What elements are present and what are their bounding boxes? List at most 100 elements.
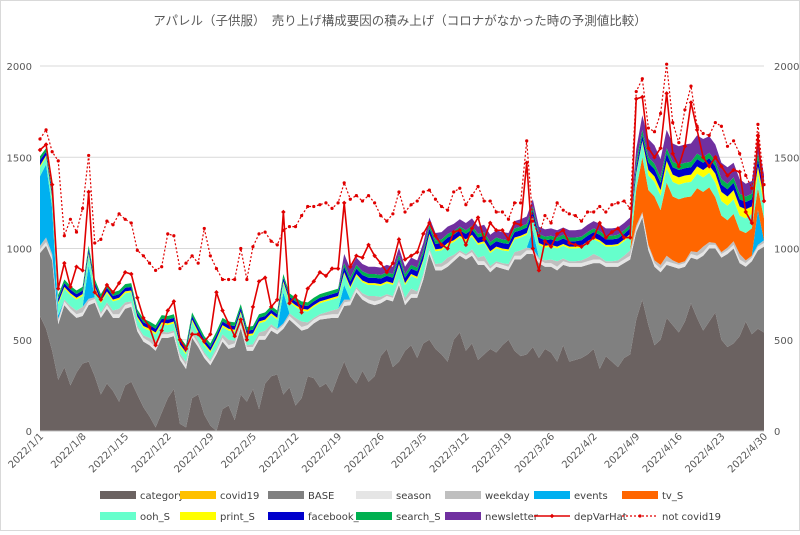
line-depVarHat bbox=[39, 93, 765, 351]
marker-not-covid19-92 bbox=[598, 204, 602, 209]
y-tick-right-1000: 1000 bbox=[774, 245, 799, 256]
marker-not-covid19-82 bbox=[537, 234, 541, 238]
marker-not-covid19-53 bbox=[360, 199, 365, 203]
marker-depVarHat-48 bbox=[329, 266, 335, 271]
legend-swatch-facebook_S bbox=[268, 512, 304, 520]
legend-label-BASE: BASE bbox=[308, 491, 334, 502]
marker-not-covid19-103 bbox=[665, 62, 669, 66]
marker-not-covid19-69 bbox=[458, 186, 462, 190]
legend-label-weekday: weekday bbox=[485, 491, 530, 502]
legend-label-ooh_S: ooh_S bbox=[140, 512, 170, 523]
marker-not-covid19-0 bbox=[38, 137, 42, 141]
marker-depVarHat-33 bbox=[238, 317, 244, 322]
y-tick-left-500: 500 bbox=[13, 336, 32, 347]
marker-not-covid19-48 bbox=[330, 206, 334, 210]
marker-not-covid19-102 bbox=[658, 111, 663, 116]
marker-not-covid19-12 bbox=[111, 223, 115, 227]
legend-swatch-tv_S bbox=[622, 491, 658, 499]
marker-not-covid19-59 bbox=[397, 190, 401, 194]
marker-not-covid19-72 bbox=[476, 184, 480, 189]
marker-depVarHat-51 bbox=[348, 264, 353, 270]
marker-not-covid19-37 bbox=[263, 230, 267, 234]
marker-not-covid19-68 bbox=[452, 190, 456, 194]
marker-depVarHat-12 bbox=[110, 290, 116, 295]
marker-not-covid19-11 bbox=[105, 219, 109, 223]
marker-depVarHat-43 bbox=[299, 310, 304, 315]
marker-not-covid19-63 bbox=[421, 190, 425, 194]
marker-depVarHat-46 bbox=[317, 269, 323, 275]
marker-depVarHat-56 bbox=[378, 260, 383, 266]
marker-depVarHat-69 bbox=[457, 227, 463, 233]
marker-not-covid19-29 bbox=[214, 266, 219, 271]
marker-depVarHat-39 bbox=[275, 297, 280, 302]
marker-not-covid19-14 bbox=[123, 217, 127, 221]
marker-not-covid19-1 bbox=[44, 128, 48, 132]
marker-not-covid19-15 bbox=[129, 221, 133, 225]
marker-depVarHat-64 bbox=[427, 220, 432, 226]
area-weekday bbox=[40, 212, 764, 366]
marker-depVarHat-13 bbox=[116, 280, 122, 286]
marker-depVarHat-66 bbox=[439, 242, 444, 248]
marker-not-covid19-58 bbox=[391, 212, 395, 216]
marker-not-covid19-90 bbox=[585, 210, 590, 214]
marker-not-covid19-3 bbox=[56, 159, 60, 163]
marker-not-covid19-83 bbox=[543, 214, 547, 218]
marker-not-covid19-65 bbox=[433, 197, 438, 201]
marker-depVarHat-74 bbox=[487, 220, 493, 226]
marker-not-covid19-54 bbox=[366, 193, 371, 198]
marker-not-covid19-33 bbox=[239, 246, 243, 251]
marker-not-covid19-6 bbox=[74, 230, 79, 234]
marker-not-covid19-88 bbox=[573, 214, 577, 218]
marker-depVarHat-19 bbox=[153, 342, 158, 348]
legend-swatch-BASE bbox=[268, 491, 304, 499]
marker-not-covid19-98 bbox=[634, 89, 638, 94]
legend-label-print_S: print_S bbox=[220, 512, 255, 523]
marker-not-covid19-47 bbox=[324, 201, 328, 205]
marker-not-covid19-97 bbox=[628, 206, 632, 210]
marker-not-covid19-81 bbox=[531, 219, 535, 223]
marker-depVarHat-63 bbox=[421, 231, 426, 237]
marker-not-covid19-93 bbox=[604, 210, 608, 214]
marker-not-covid19-40 bbox=[281, 228, 285, 232]
marker-depVarHat-32 bbox=[232, 333, 237, 339]
marker-not-covid19-113 bbox=[725, 144, 730, 148]
marker-not-covid19-78 bbox=[512, 201, 517, 205]
marker-not-covid19-10 bbox=[99, 237, 103, 241]
marker-not-covid19-49 bbox=[336, 201, 340, 205]
marker-not-covid19-7 bbox=[80, 206, 85, 210]
marker-depVarHat-29 bbox=[214, 290, 219, 295]
marker-depVarHat-36 bbox=[256, 279, 262, 284]
marker-not-covid19-116 bbox=[744, 173, 748, 178]
marker-not-covid19-80 bbox=[525, 139, 529, 143]
marker-not-covid19-13 bbox=[117, 212, 121, 216]
marker-not-covid19-106 bbox=[683, 108, 687, 112]
marker-not-covid19-42 bbox=[293, 225, 298, 229]
legend-label-search_S: search_S bbox=[396, 512, 441, 523]
marker-depVarHat-41 bbox=[287, 300, 292, 306]
marker-depVarHat-1 bbox=[43, 142, 49, 147]
chart-title: アパレル（子供服） 売り上げ構成要因の積み上げ（コロナがなかった時の予測値比較） bbox=[153, 13, 647, 28]
marker-not-covid19-89 bbox=[579, 219, 584, 223]
legend-label-facebook_S: facebook_S bbox=[308, 512, 365, 523]
marker-not-covid19-64 bbox=[427, 188, 431, 192]
marker-not-covid19-20 bbox=[160, 265, 164, 269]
marker-not-covid19-76 bbox=[500, 210, 504, 214]
marker-not-covid19-26 bbox=[196, 261, 200, 265]
marker-depVarHat-42 bbox=[293, 293, 298, 299]
marker-not-covid19-119 bbox=[762, 183, 766, 187]
marker-not-covid19-111 bbox=[713, 120, 717, 125]
marker-depVarHat-82 bbox=[536, 268, 542, 273]
marker-depVarHat-38 bbox=[268, 304, 274, 310]
legend-swatch-category bbox=[100, 491, 136, 499]
legend-label-covid19: covid19 bbox=[220, 491, 259, 502]
marker-not-covid19-17 bbox=[141, 254, 146, 258]
marker-not-covid19-30 bbox=[220, 277, 225, 282]
marker-not-covid19-66 bbox=[439, 204, 444, 209]
marker-not-covid19-22 bbox=[172, 234, 176, 238]
y-tick-right-1500: 1500 bbox=[774, 153, 799, 164]
area-ooh_S bbox=[40, 142, 764, 362]
marker-not-covid19-43 bbox=[300, 214, 304, 218]
marker-not-covid19-36 bbox=[257, 232, 261, 236]
marker-depVarHat-45 bbox=[311, 279, 317, 284]
